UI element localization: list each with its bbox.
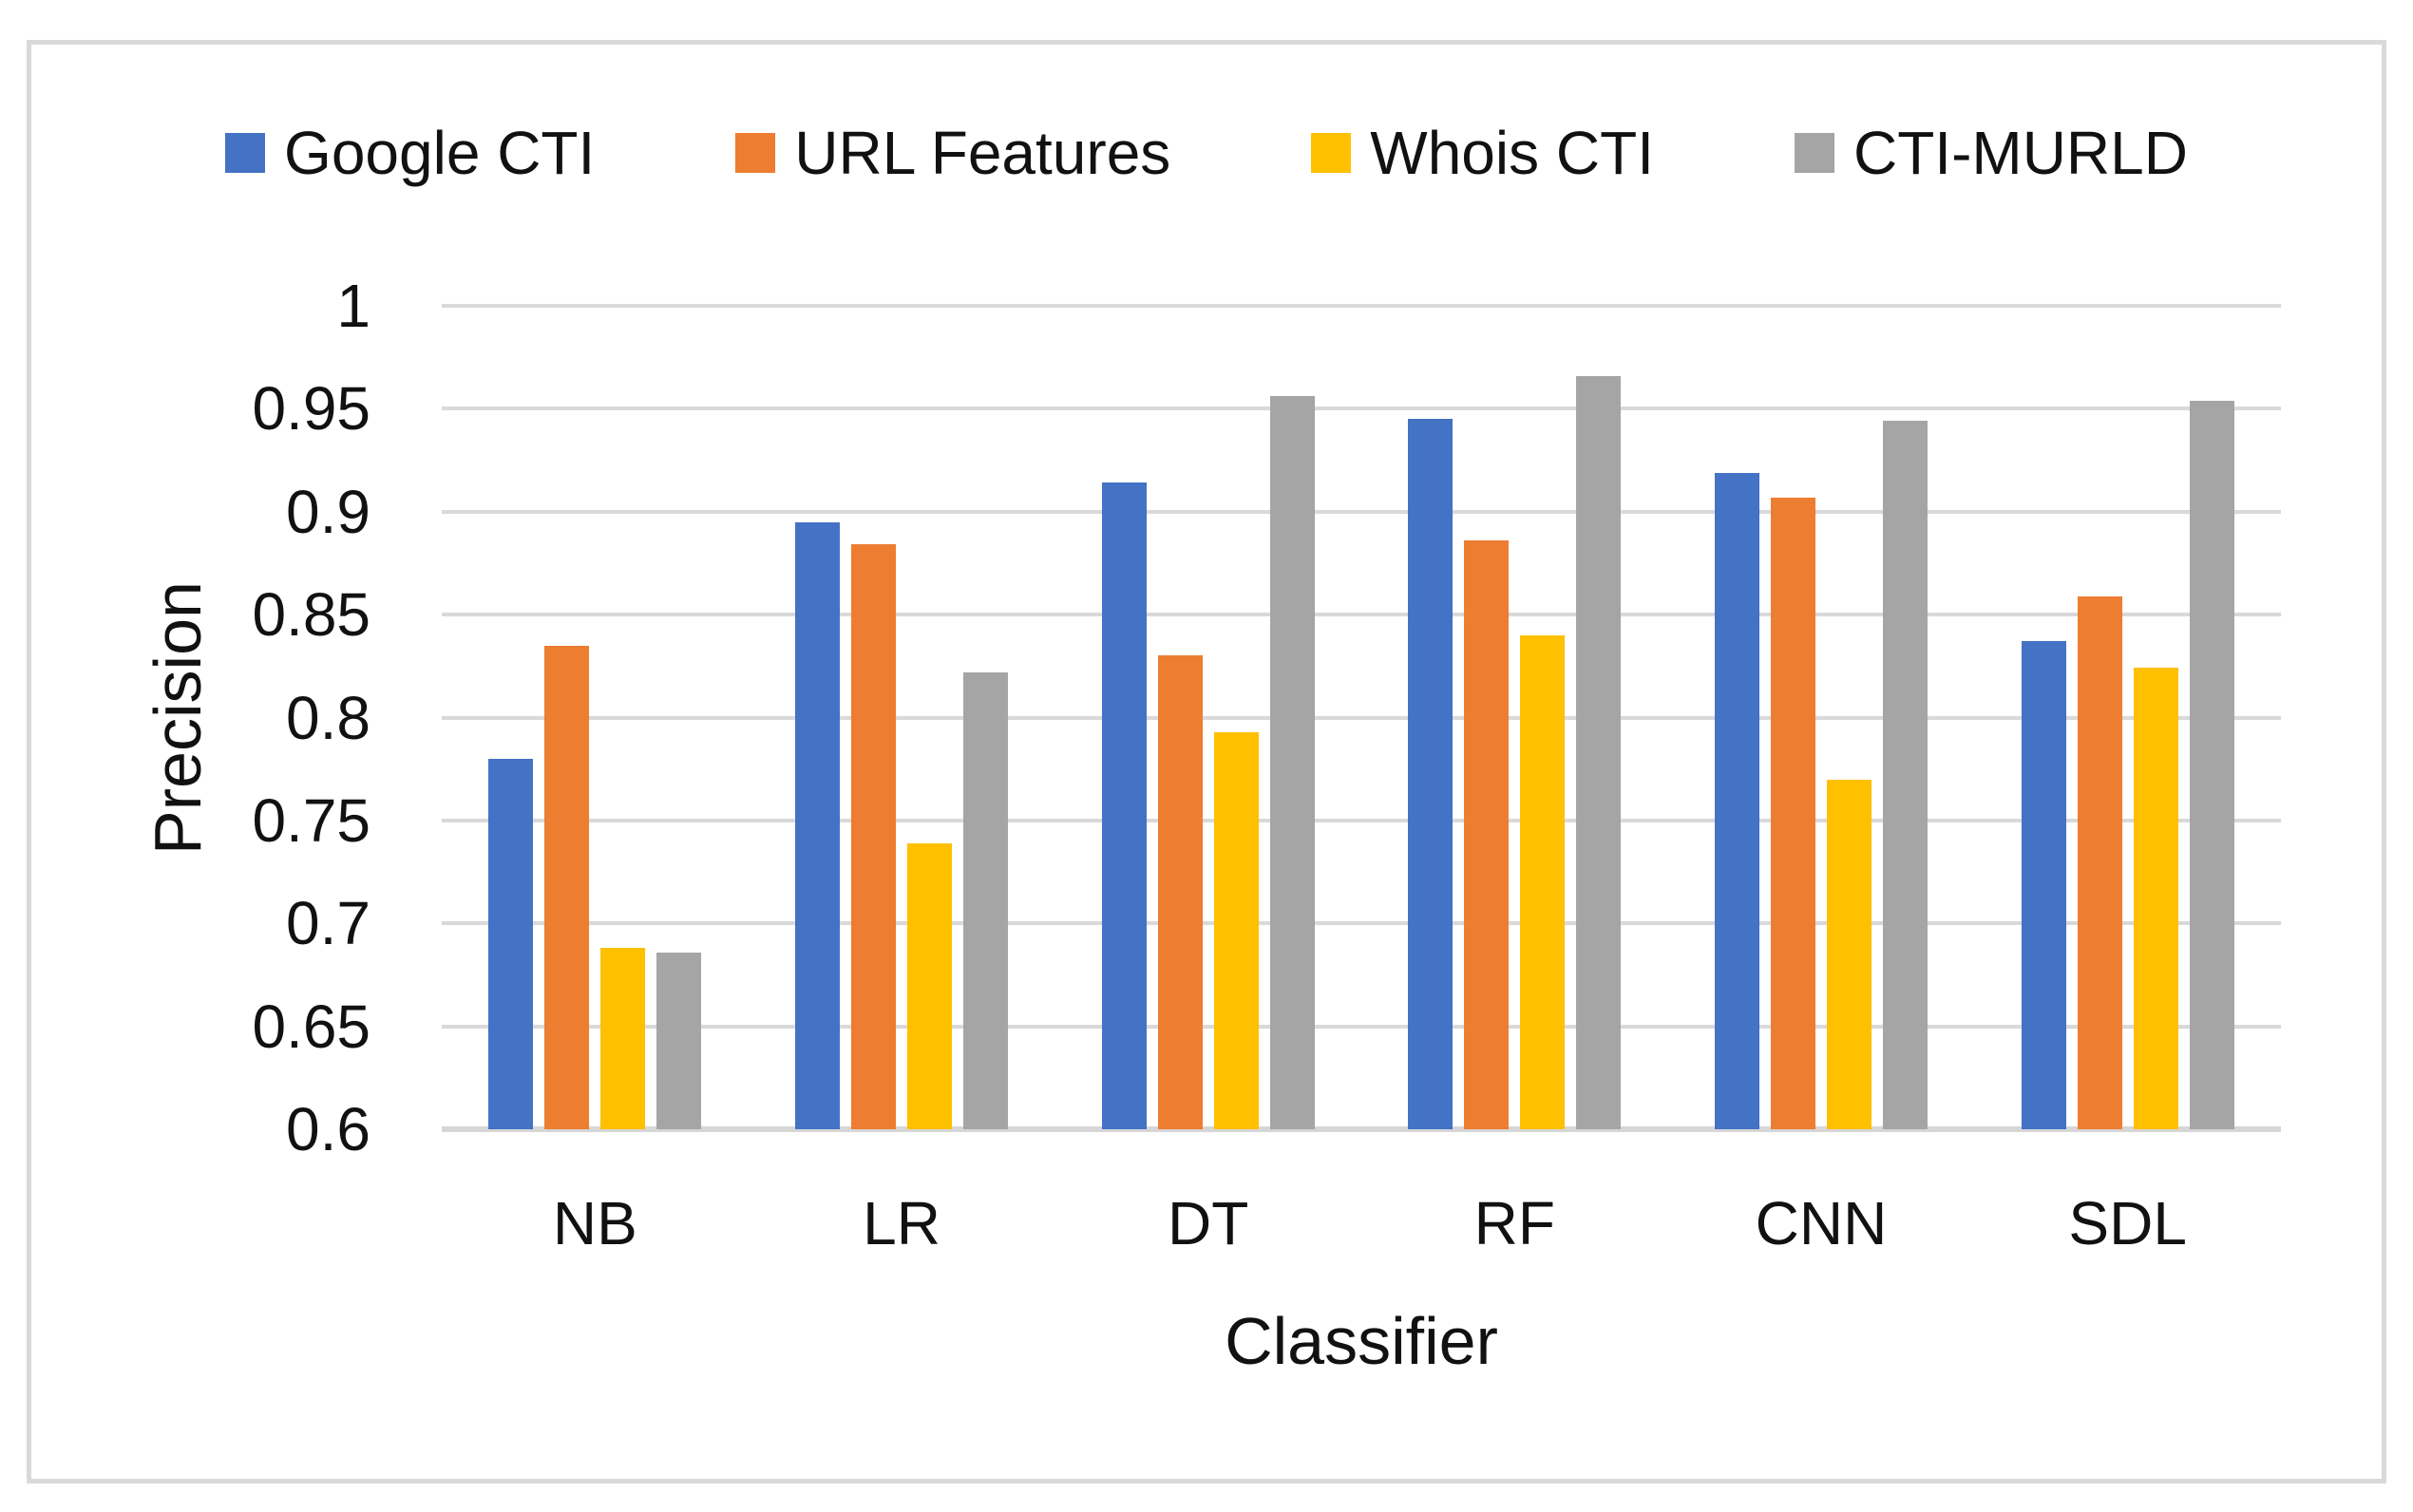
bar-group-dt	[1054, 306, 1361, 1129]
y-tick-label: 0.65	[252, 992, 370, 1061]
y-tick-label: 0.85	[252, 580, 370, 650]
bar-google-cti-cnn	[1714, 472, 1759, 1129]
bar-google-cti-nb	[488, 758, 534, 1129]
gridline	[442, 304, 2281, 308]
x-axis-title: Classifier	[1225, 1304, 1498, 1378]
legend-label-whois-cti: Whois CTI	[1370, 119, 1654, 187]
gridline	[442, 406, 2281, 411]
bar-url-features-dt	[1157, 655, 1203, 1129]
y-tick-label: 0.7	[286, 889, 370, 958]
bar-cti-murld-lr	[962, 671, 1008, 1129]
gridline	[442, 818, 2281, 822]
x-tick-label-dt: DT	[1168, 1189, 1249, 1257]
bar-cti-murld-cnn	[1882, 421, 1928, 1129]
legend-item-cti-murld: CTI-MURLD	[1794, 112, 2188, 194]
legend-label-google-cti: Google CTI	[284, 119, 596, 187]
legend-item-whois-cti: Whois CTI	[1311, 112, 1654, 194]
bar-url-features-cnn	[1770, 497, 1815, 1129]
x-axis-tick-labels: NB LR DT RF CNN SDL	[442, 1185, 2281, 1261]
bar-group-sdl	[1974, 306, 2281, 1129]
y-axis-tick-labels: 1 0.95 0.9 0.85 0.8 0.75 0.7 0.65 0.6	[0, 275, 370, 1160]
legend-label-url-features: URL Features	[794, 119, 1171, 187]
bar-url-features-rf	[1464, 540, 1510, 1129]
bar-group-nb	[442, 306, 749, 1129]
legend-label-cti-murld: CTI-MURLD	[1852, 119, 2188, 187]
bar-google-cti-rf	[1408, 419, 1454, 1129]
x-tick-label-cnn: CNN	[1755, 1189, 1888, 1257]
bar-url-features-lr	[850, 544, 896, 1129]
chart-frame	[27, 40, 2386, 1484]
gridline	[442, 715, 2281, 720]
legend-item-google-cti: Google CTI	[225, 112, 595, 194]
bar-cti-murld-dt	[1269, 396, 1315, 1129]
gridline	[442, 509, 2281, 514]
legend-swatch-google-cti	[225, 133, 266, 173]
bar-whois-cti-sdl	[2133, 668, 2178, 1129]
y-tick-label: 0.6	[286, 1095, 370, 1163]
y-tick-label: 0.8	[286, 683, 370, 752]
legend-swatch-whois-cti	[1311, 133, 1352, 173]
x-tick-label-lr: LR	[863, 1189, 940, 1257]
bar-google-cti-sdl	[2021, 641, 2066, 1129]
legend-item-url-features: URL Features	[735, 112, 1170, 194]
gridline	[442, 921, 2281, 926]
bar-whois-cti-rf	[1520, 634, 1566, 1129]
bar-url-features-nb	[544, 645, 590, 1129]
plot-area	[442, 304, 2281, 1132]
x-tick-label-sdl: SDL	[2068, 1189, 2187, 1257]
bar-group-rf	[1361, 306, 1668, 1129]
bar-google-cti-dt	[1101, 482, 1147, 1129]
y-tick-label: 0.9	[286, 477, 370, 546]
x-tick-label-nb: NB	[552, 1189, 637, 1257]
gridline	[442, 613, 2281, 617]
bar-cti-murld-nb	[656, 952, 702, 1129]
bar-group-cnn	[1668, 306, 1975, 1129]
bar-whois-cti-nb	[600, 948, 646, 1129]
x-axis-line	[442, 1126, 2281, 1132]
bar-whois-cti-dt	[1213, 731, 1259, 1129]
gridline	[442, 1024, 2281, 1029]
legend-swatch-cti-murld	[1794, 133, 1834, 173]
y-tick-label: 0.75	[252, 785, 370, 855]
bar-whois-cti-lr	[906, 842, 952, 1129]
bar-url-features-sdl	[2077, 595, 2122, 1129]
bar-whois-cti-cnn	[1826, 779, 1872, 1129]
x-tick-label-rf: RF	[1473, 1189, 1555, 1257]
bar-cti-murld-sdl	[2189, 400, 2234, 1129]
y-tick-label: 0.95	[252, 374, 370, 444]
bar-group-lr	[749, 306, 1055, 1129]
legend: Google CTI URL Features Whois CTI CTI-MURLD	[0, 112, 2413, 194]
bar-cti-murld-rf	[1576, 375, 1622, 1129]
legend-swatch-url-features	[735, 133, 776, 173]
y-tick-label: 1	[336, 272, 370, 340]
bar-google-cti-lr	[794, 521, 840, 1129]
